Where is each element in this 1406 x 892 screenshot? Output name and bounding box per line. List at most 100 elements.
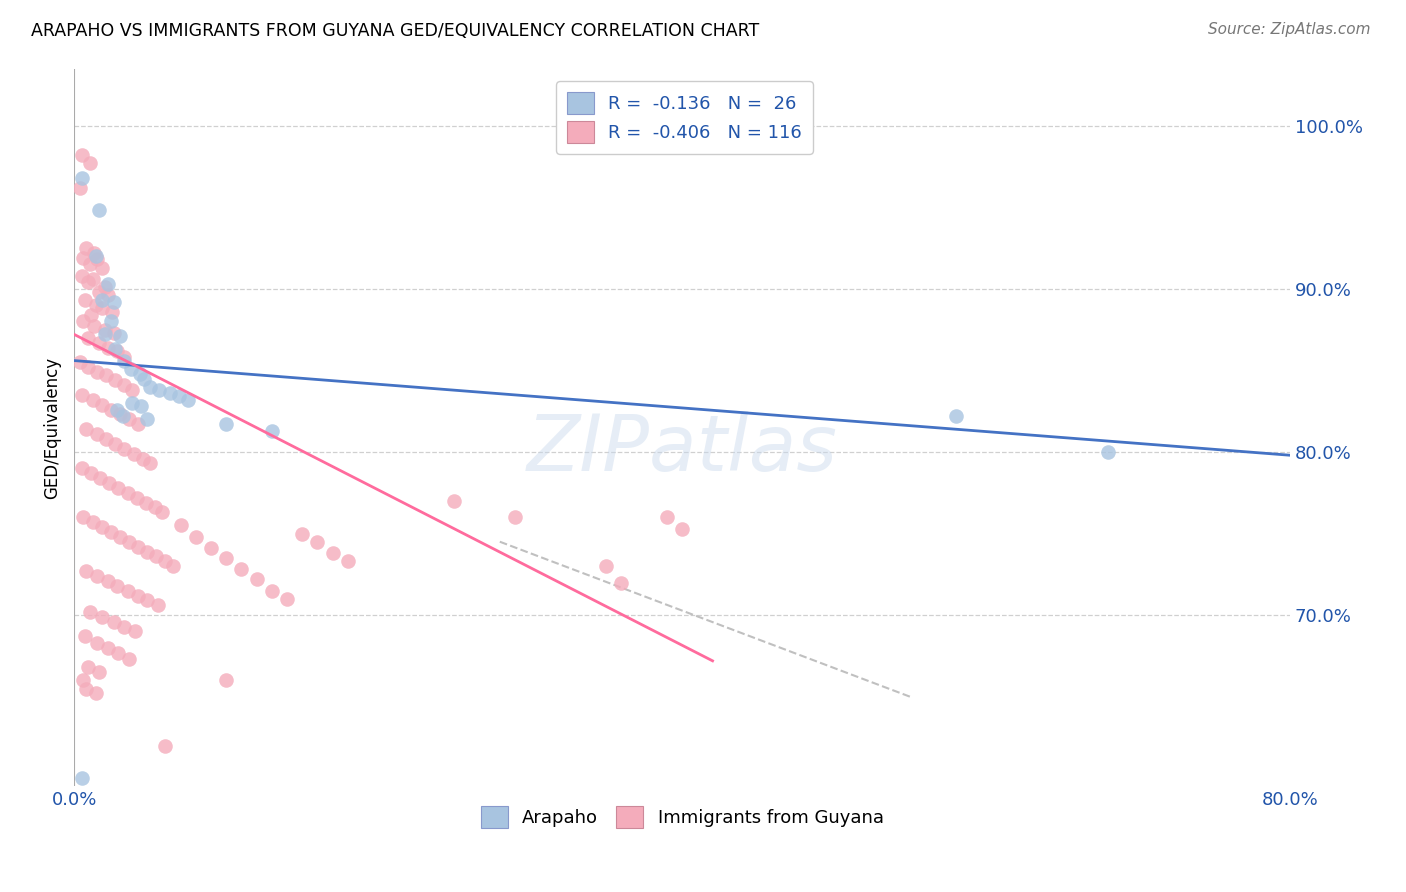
Point — [105, 402, 128, 417]
Point — [76, 564, 98, 578]
Point — [103, 615, 125, 629]
Point — [82, 515, 104, 529]
Point — [97, 277, 120, 291]
Point — [111, 409, 134, 423]
Point — [90, 609, 112, 624]
Point — [114, 378, 136, 392]
Point — [97, 640, 120, 655]
Point — [107, 481, 129, 495]
Point — [117, 485, 139, 500]
Point — [215, 551, 238, 566]
Point — [72, 510, 94, 524]
Point — [70, 148, 93, 162]
Point — [103, 294, 125, 309]
Point — [121, 396, 143, 410]
Point — [86, 365, 108, 379]
Point — [146, 599, 169, 613]
Point — [90, 398, 112, 412]
Point — [101, 304, 124, 318]
Point — [136, 593, 159, 607]
Point — [86, 427, 108, 442]
Point — [655, 510, 678, 524]
Point — [84, 249, 107, 263]
Point — [83, 319, 105, 334]
Point — [215, 417, 238, 432]
Point — [79, 605, 101, 619]
Point — [100, 314, 122, 328]
Point — [145, 549, 167, 564]
Point — [89, 471, 111, 485]
Point — [83, 246, 105, 260]
Point — [120, 361, 142, 376]
Point — [100, 402, 122, 417]
Point — [260, 583, 283, 598]
Point — [291, 526, 314, 541]
Point — [610, 575, 633, 590]
Point — [127, 417, 149, 432]
Y-axis label: GED/Equivalency: GED/Equivalency — [44, 357, 60, 499]
Point — [215, 673, 238, 688]
Point — [84, 686, 107, 700]
Point — [105, 579, 128, 593]
Point — [114, 351, 136, 365]
Point — [131, 451, 153, 466]
Point — [155, 554, 177, 568]
Text: Source: ZipAtlas.com: Source: ZipAtlas.com — [1208, 22, 1371, 37]
Point — [139, 380, 162, 394]
Point — [76, 681, 98, 696]
Point — [72, 673, 94, 688]
Point — [90, 520, 112, 534]
Point — [86, 636, 108, 650]
Point — [80, 466, 103, 480]
Point — [159, 386, 181, 401]
Point — [87, 203, 110, 218]
Point — [135, 495, 157, 509]
Point — [79, 257, 101, 271]
Point — [108, 530, 131, 544]
Point — [105, 343, 128, 358]
Point — [125, 491, 148, 505]
Point — [96, 432, 118, 446]
Point — [671, 522, 693, 536]
Point — [122, 447, 145, 461]
Point — [103, 326, 125, 340]
Point — [87, 285, 110, 299]
Point — [231, 562, 253, 576]
Point — [128, 367, 150, 381]
Point — [443, 494, 465, 508]
Point — [162, 559, 184, 574]
Point — [72, 251, 94, 265]
Point — [336, 554, 359, 568]
Point — [93, 323, 115, 337]
Point — [70, 170, 93, 185]
Point — [76, 422, 98, 436]
Point — [69, 180, 91, 194]
Point — [152, 505, 174, 519]
Point — [127, 540, 149, 554]
Point — [77, 331, 100, 345]
Point — [127, 589, 149, 603]
Point — [97, 574, 120, 588]
Point — [276, 591, 298, 606]
Point — [79, 156, 101, 170]
Point — [117, 583, 139, 598]
Point — [70, 772, 93, 786]
Point — [114, 442, 136, 456]
Point — [90, 293, 112, 308]
Point — [503, 510, 526, 524]
Point — [73, 293, 96, 308]
Point — [121, 383, 143, 397]
Point — [200, 541, 222, 556]
Point — [97, 288, 120, 302]
Point — [70, 461, 93, 475]
Point — [108, 329, 131, 343]
Point — [104, 437, 127, 451]
Point — [167, 390, 190, 404]
Point — [93, 280, 115, 294]
Point — [114, 353, 136, 368]
Point — [114, 619, 136, 633]
Point — [70, 388, 93, 402]
Point — [77, 660, 100, 674]
Point — [136, 412, 159, 426]
Point — [97, 341, 120, 355]
